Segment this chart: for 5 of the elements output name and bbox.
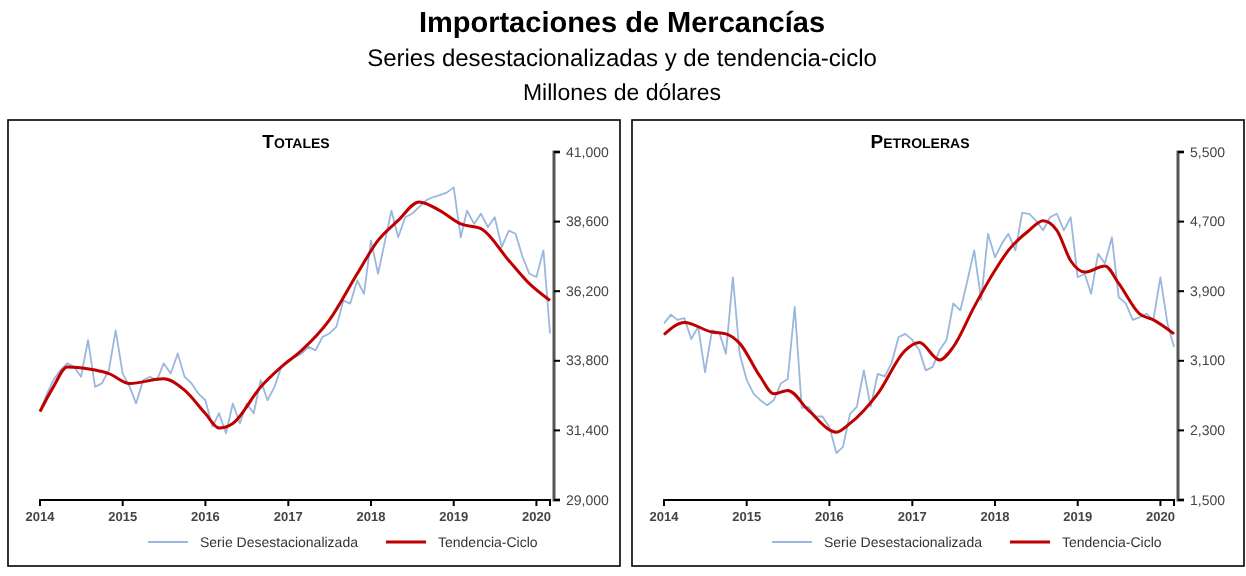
text: Importaciones de Mercancías — [418, 8, 826, 40]
text: Series desestacionalizadas y de tendencia-ciclo — [367, 44, 878, 72]
chart-title: Totales — [262, 132, 331, 154]
chart-title: Petroleras — [870, 132, 971, 154]
text: Millones de dólares — [522, 82, 722, 106]
